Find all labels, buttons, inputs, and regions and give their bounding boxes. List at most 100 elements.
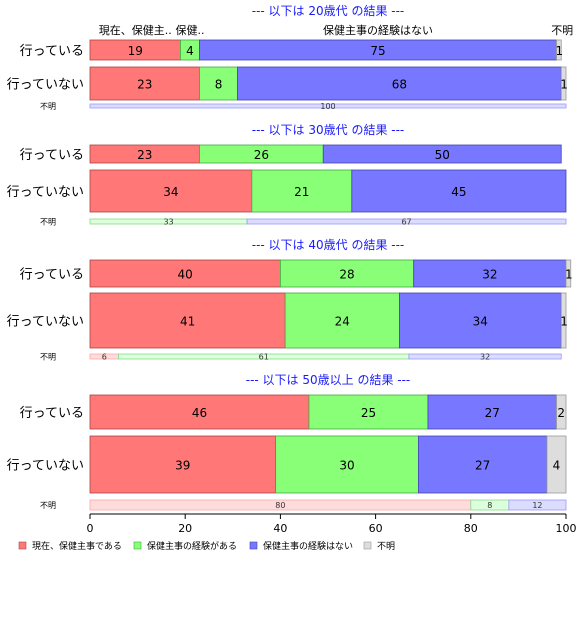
row-label-0-2: 不明 [40,102,56,111]
panel-title-3: --- 以下は 50歳以上 の結果 --- [246,373,411,387]
bar-value-2-0-2: 32 [482,268,497,282]
bar-segment-1-2-2 [246,218,567,225]
bar-value-3-1-1: 30 [339,459,354,473]
bar-value-3-2-2: 12 [532,501,542,510]
bar-value-0-0-1: 4 [186,44,194,58]
bar-value-3-2-1: 8 [487,501,492,510]
row-label-1-2: 不明 [40,218,56,227]
column-header-0: 現在、保健主.. [99,23,172,37]
column-header-1: 保健.. [175,23,204,37]
bar-segment-2-0-0 [89,259,281,288]
bar-value-0-0-0: 19 [128,44,143,58]
bar-value-2-1-0: 41 [180,315,195,329]
bar-segment-0-2-2 [89,103,567,109]
bar-segment-3-0-2 [427,394,557,430]
bar-segment-2-1-3 [560,292,567,349]
bar-segment-2-0-2 [413,259,567,288]
column-header-3: 不明 [551,24,573,37]
bar-value-3-0-0: 46 [192,406,207,420]
bar-segment-2-1-0 [89,292,286,349]
bar-value-3-1-3: 4 [553,459,561,473]
row-label-0-0: 行っている [20,44,84,59]
legend-label-0: 現在、保健主事である [32,540,122,552]
bar-value-0-1-2: 68 [392,78,407,92]
legend-swatch-1 [133,541,142,550]
bar-segment-1-0-2 [322,144,562,164]
x-tick-label-5: 100 [556,522,577,535]
row-label-3-1: 行っていない [7,459,84,474]
legend-label-1: 保健主事の経験がある [147,540,237,552]
x-tick-label-4: 80 [464,522,478,535]
bar-value-3-1-2: 27 [475,459,490,473]
row-label-1-0: 行っている [20,148,84,163]
bar-value-3-2-0: 80 [275,501,285,510]
legend-label-3: 不明 [377,541,395,552]
legend-swatch-3 [363,541,372,550]
bar-segment-0-1-1 [199,66,238,101]
bar-value-0-1-0: 23 [137,78,152,92]
panel-title-2: --- 以下は 40歳代 の結果 --- [252,238,405,252]
panel-title-1: --- 以下は 30歳代 の結果 --- [252,123,405,137]
row-label-3-0: 行っている [20,406,84,421]
bar-segment-0-1-0 [89,66,200,101]
bar-segment-3-0-3 [556,394,567,430]
bar-value-0-1-1: 8 [215,78,223,92]
bar-value-3-0-3: 2 [557,406,565,420]
bar-segment-3-0-0 [89,394,310,430]
bar-segment-3-1-0 [89,435,277,494]
bar-segment-3-0-1 [308,394,429,430]
legend-swatch-2 [249,541,258,550]
bar-segment-2-2-2 [408,353,562,360]
bar-segment-1-1-0 [89,169,253,213]
bar-value-1-1-1: 21 [294,185,309,199]
bar-segment-3-1-3 [546,435,567,494]
bar-segment-2-0-3 [565,259,572,288]
row-label-2-1: 行っていない [7,315,84,330]
bar-segment-3-1-2 [418,435,548,494]
bar-segment-1-1-1 [251,169,353,213]
x-tick-label-0: 0 [87,522,94,535]
bar-segment-3-2-2 [508,499,567,511]
bar-value-2-2-2: 32 [480,353,490,362]
bar-value-1-0-0: 23 [137,148,152,162]
panel-title-0: --- 以下は 20歳代 の結果 --- [252,4,405,18]
legend-label-2: 保健主事の経験はない [263,540,353,552]
bar-segment-2-1-1 [284,292,400,349]
row-label-3-2: 不明 [40,501,56,510]
x-tick-label-1: 20 [178,522,192,535]
bar-value-0-2-2: 100 [320,102,335,111]
bar-value-1-1-0: 34 [163,185,178,199]
bar-value-2-0-0: 40 [178,268,193,282]
bar-value-3-1-0: 39 [175,459,190,473]
bar-value-1-0-2: 50 [435,148,450,162]
bar-value-2-0-1: 28 [339,268,354,282]
row-label-2-2: 不明 [40,353,56,362]
bar-segment-3-1-1 [275,435,419,494]
row-label-0-1: 行っていない [7,78,84,93]
bar-value-2-1-1: 24 [335,315,350,329]
bar-value-2-2-1: 61 [259,353,269,362]
bar-value-2-0-3: 1 [565,268,573,282]
bar-value-1-0-1: 26 [254,148,269,162]
bar-value-2-2-0: 6 [102,353,107,362]
bar-value-1-1-2: 45 [451,185,466,199]
bar-value-3-0-2: 27 [485,406,500,420]
bar-value-1-2-1: 33 [163,218,173,227]
bar-value-0-0-3: 1 [556,44,564,58]
column-header-2: 保健主事の経験はない [323,23,433,37]
row-label-1-1: 行っていない [7,185,84,200]
row-label-2-0: 行っている [20,268,84,283]
bar-segment-1-1-2 [351,169,567,213]
bar-segment-0-0-3 [556,39,562,61]
x-tick-label-3: 60 [369,522,383,535]
bar-segment-0-1-3 [560,66,567,101]
bar-value-1-2-2: 67 [401,218,411,227]
bar-value-0-1-3: 1 [560,78,568,92]
bar-value-3-0-1: 25 [361,406,376,420]
x-tick-label-2: 40 [273,522,287,535]
bar-value-0-0-2: 75 [370,44,385,58]
bar-segment-2-1-2 [398,292,562,349]
legend-swatch-0 [18,541,27,550]
bar-value-2-1-2: 34 [473,315,488,329]
